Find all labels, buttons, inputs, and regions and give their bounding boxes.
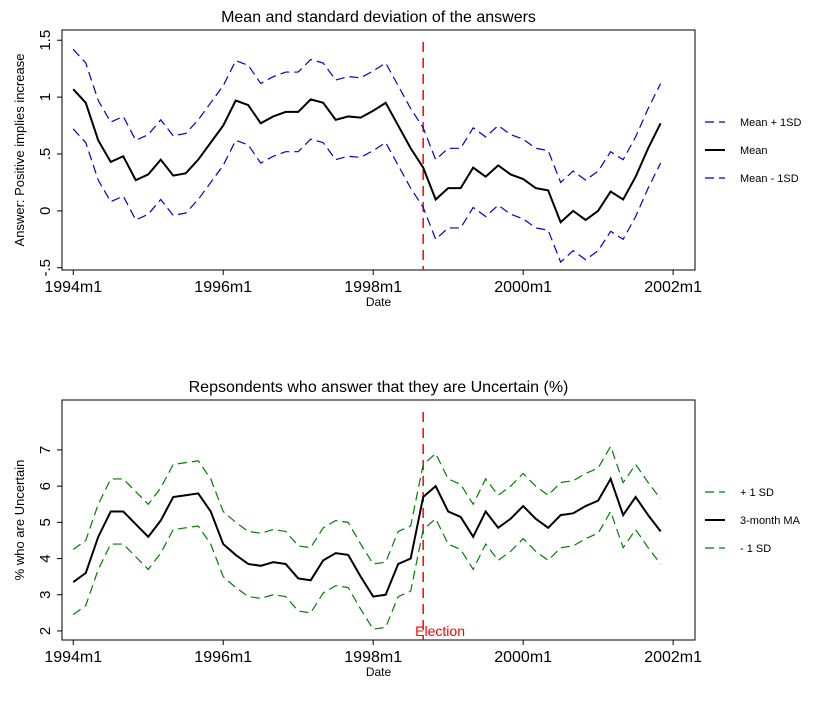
x-axis-title: Date — [366, 665, 392, 679]
y-tick-label: 2 — [37, 627, 54, 635]
y-tick-label: 6 — [37, 482, 54, 490]
legend-label: Mean - 1SD — [740, 173, 799, 185]
y-tick-label: 5 — [37, 518, 54, 526]
x-tick-label: 2000m1 — [494, 649, 552, 666]
y-tick-label: 1.5 — [37, 30, 54, 51]
x-tick-label: 1996m1 — [194, 649, 252, 666]
y-axis-title: % who are Uncertain — [12, 460, 27, 581]
plot-frame — [61, 29, 696, 271]
x-tick-label: 2000m1 — [494, 279, 552, 296]
y-tick-label: 7 — [37, 446, 54, 454]
y-tick-label: -.5 — [37, 259, 54, 277]
x-tick-label: 1996m1 — [194, 279, 252, 296]
legend-label: 3-month MA — [740, 515, 801, 527]
x-tick-label: 1994m1 — [44, 649, 102, 666]
legend-label: Mean — [740, 145, 768, 157]
chart-title: Mean and standard deviation of the answe… — [221, 9, 536, 26]
y-tick-label: 3 — [37, 591, 54, 599]
series-line — [72, 444, 662, 565]
y-tick-label: .5 — [37, 148, 54, 161]
x-tick-label: 1998m1 — [344, 279, 402, 296]
x-axis-title: Date — [366, 295, 392, 309]
chart-title: Repsondents who answer that they are Unc… — [189, 379, 569, 396]
plot-frame — [61, 399, 696, 641]
legend-label: + 1 SD — [740, 487, 774, 499]
x-tick-label: 1994m1 — [44, 279, 102, 296]
legend-label: Mean + 1SD — [740, 117, 802, 129]
series-line — [72, 510, 662, 630]
series-line — [72, 88, 662, 224]
y-axis-title: Answer: Positive implies increase — [12, 54, 27, 247]
y-tick-label: 4 — [37, 554, 54, 562]
y-tick-label: 0 — [37, 207, 54, 215]
series-line — [72, 48, 662, 184]
series-line — [72, 128, 662, 264]
x-tick-label: 2002m1 — [644, 279, 702, 296]
x-tick-label: 2002m1 — [644, 649, 702, 666]
x-tick-label: 1998m1 — [344, 649, 402, 666]
y-tick-label: 1 — [37, 93, 54, 101]
legend-label: - 1 SD — [740, 543, 771, 555]
series-line — [72, 476, 662, 598]
annotation: Election — [415, 623, 465, 639]
